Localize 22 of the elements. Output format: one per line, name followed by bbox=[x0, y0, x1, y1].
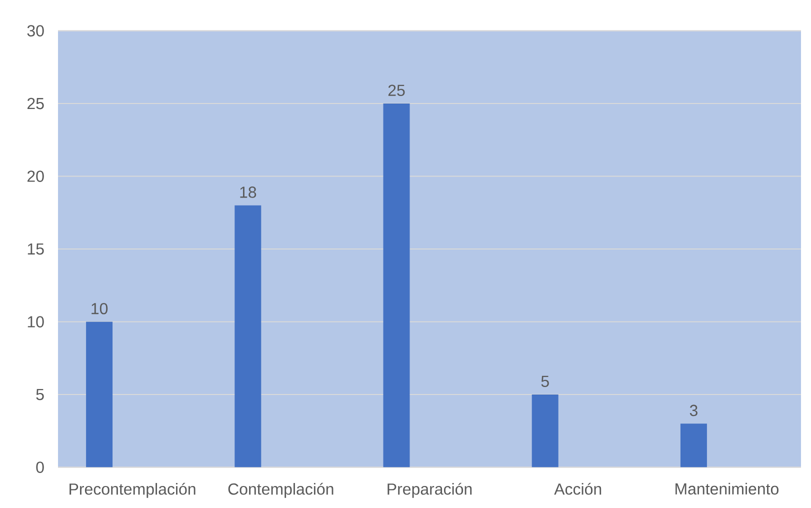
bar bbox=[234, 205, 262, 468]
data-label: 10 bbox=[92, 302, 108, 314]
y-tick-label: 15 bbox=[28, 243, 44, 255]
y-tick-label: 30 bbox=[27, 25, 44, 36]
data-label: 3 bbox=[690, 404, 698, 416]
x-tick-label: Precontemplación bbox=[70, 482, 196, 498]
bar bbox=[680, 424, 707, 468]
x-tick-label: Contemplación bbox=[228, 482, 334, 498]
y-tick-label: 0 bbox=[36, 462, 44, 473]
x-tick-label: Mantenimiento bbox=[676, 482, 778, 495]
x-tick-label: Preparación bbox=[388, 482, 472, 498]
y-tick-label: 20 bbox=[27, 170, 44, 182]
x-tick-label: Acción bbox=[554, 482, 602, 495]
y-tick-label: 25 bbox=[27, 98, 44, 110]
y-tick-label: 10 bbox=[28, 316, 44, 328]
data-label: 18 bbox=[240, 186, 256, 198]
data-label: 25 bbox=[388, 84, 405, 96]
bar bbox=[383, 104, 410, 468]
bar bbox=[86, 322, 113, 468]
data-label: 5 bbox=[541, 376, 549, 388]
bar bbox=[532, 394, 558, 468]
y-tick-label: 5 bbox=[36, 388, 44, 400]
